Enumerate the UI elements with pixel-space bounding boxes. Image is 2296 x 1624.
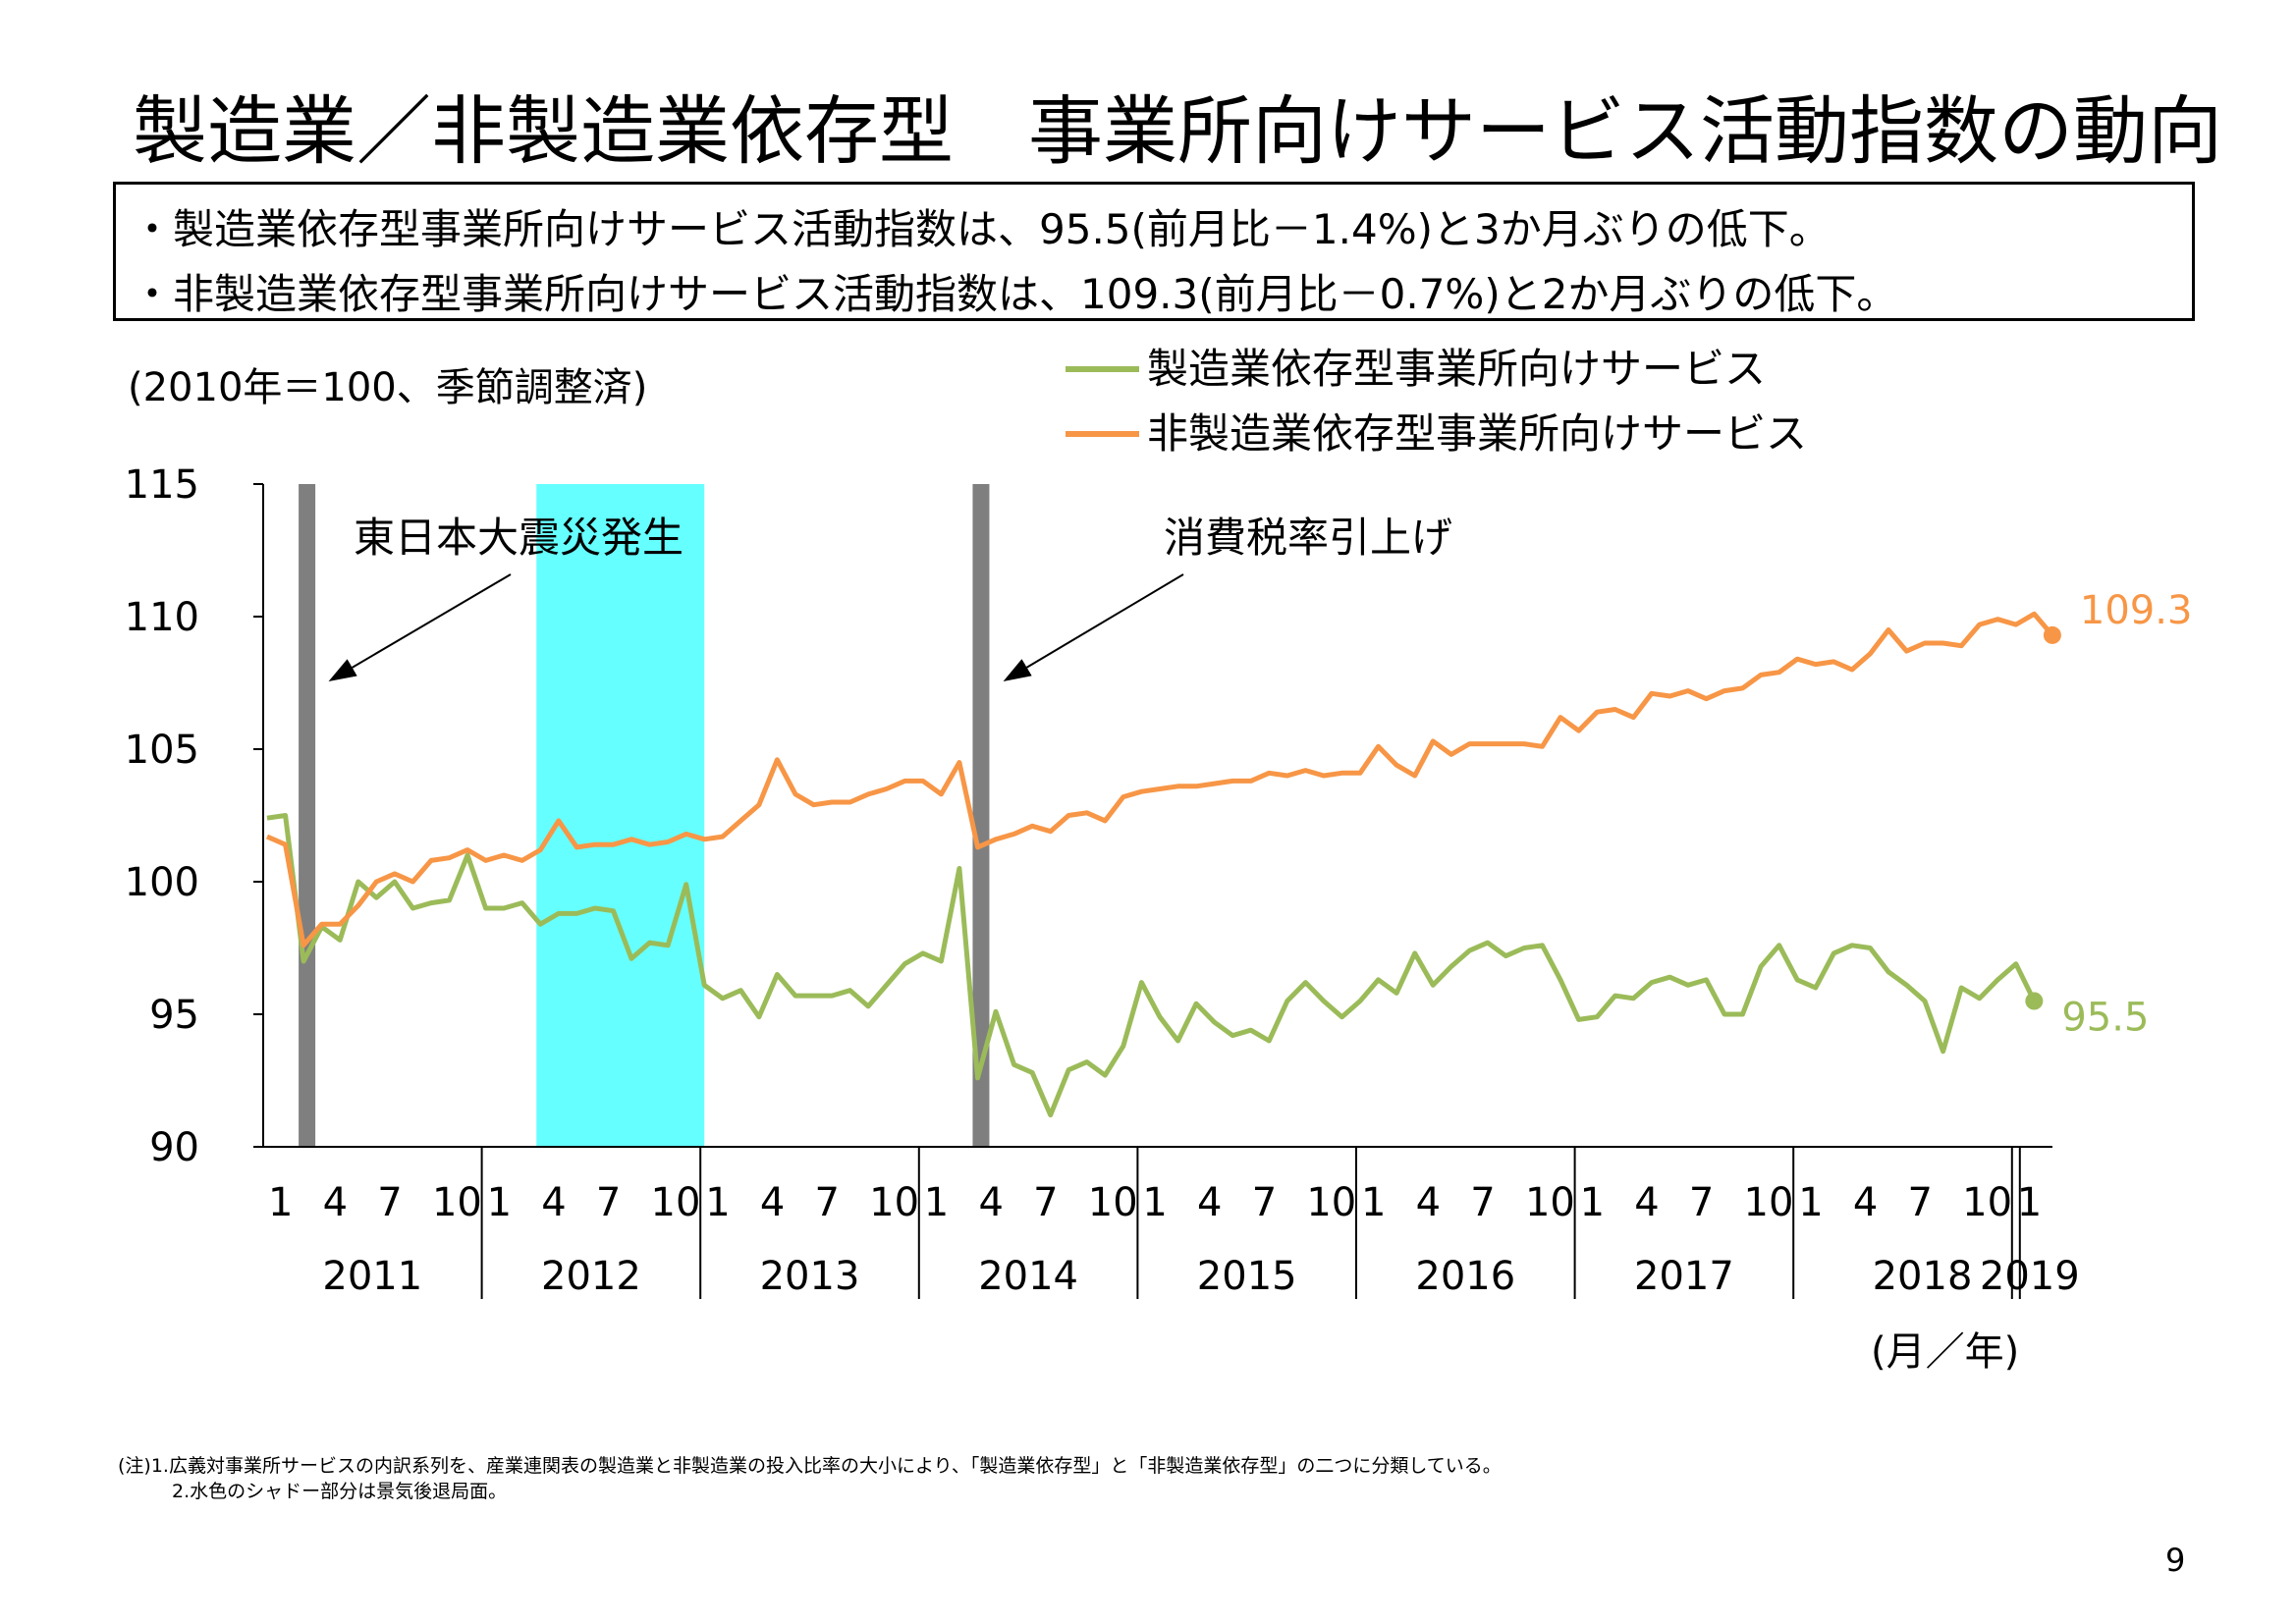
x-year-label: 2014 [978, 1254, 1078, 1299]
series-layer [266, 611, 2061, 1118]
x-month-label: 1 [1580, 1180, 1605, 1225]
x-unit-label: (月／年) [1871, 1329, 2019, 1375]
event-arrow-2 [1003, 573, 1184, 682]
y-tick-label: 115 [125, 462, 199, 508]
x-month-label: 10 [651, 1180, 701, 1225]
x-month-label: 1 [487, 1180, 512, 1225]
y-tick-label: 100 [125, 860, 199, 905]
x-month-label: 4 [1197, 1180, 1222, 1225]
series-line-1 [266, 813, 2037, 1118]
series-end-label-2: 109.3 [2080, 588, 2193, 633]
page-number: 9 [2165, 1542, 2186, 1579]
summary-line-manufacturing: ・製造業依存型事業所向けサービス活動指数は、95.5(前月比－1.4%)と3か月… [132, 205, 1831, 253]
series-end-label-1: 95.5 [2061, 996, 2149, 1041]
page-title: 製造業／非製造業依存型 事業所向けサービス活動指数の動向 [133, 87, 2222, 175]
x-year-label: 2012 [541, 1254, 641, 1299]
label-layer: 95.5 109.3 東日本大震災発生 消費税率引上げ (2010年＝100、季節調整済… [128, 345, 2192, 1375]
event-arrow-1 [328, 573, 512, 682]
x-month-label: 1 [705, 1180, 730, 1225]
x-month-label: 1 [268, 1180, 293, 1225]
series-end-marker-1 [2025, 992, 2044, 1010]
y-tick-label: 95 [149, 993, 199, 1038]
series-end-marker-2 [2043, 625, 2061, 644]
x-year-label: 2016 [1415, 1254, 1515, 1299]
y-tick-label: 110 [125, 595, 199, 640]
legend-label-1: 製造業依存型事業所向けサービス [1147, 345, 1766, 393]
x-month-label: 7 [377, 1180, 402, 1225]
x-year-label: 2019 [1980, 1254, 2080, 1299]
x-month-label: 7 [1252, 1180, 1277, 1225]
x-month-label: 10 [1306, 1180, 1356, 1225]
x-month-label: 10 [1525, 1180, 1575, 1225]
x-month-label: 1 [1142, 1180, 1167, 1225]
x-year-label: 2013 [760, 1254, 860, 1299]
x-month-label: 7 [1033, 1180, 1058, 1225]
x-month-label: 4 [541, 1180, 566, 1225]
x-month-label: 1 [924, 1180, 949, 1225]
x-month-label: 7 [596, 1180, 621, 1225]
x-month-label: 10 [1962, 1180, 2012, 1225]
x-month-label: 4 [978, 1180, 1003, 1225]
unit-note: (2010年＝100、季節調整済) [128, 365, 647, 410]
x-year-label: 2017 [1634, 1254, 1734, 1299]
x-month-label: 7 [1470, 1180, 1495, 1225]
x-month-label: 4 [323, 1180, 348, 1225]
footnote-1: (注)1.広義対事業所サービスの内訳系列を、産業連関表の製造業と非製造業の投入比… [118, 1455, 1502, 1477]
y-tick-label: 105 [125, 728, 199, 773]
x-month-label: 1 [1361, 1180, 1386, 1225]
footnote-2: 2.水色のシャドー部分は景気後退局面。 [172, 1481, 508, 1502]
event-label-1: 東日本大震災発生 [354, 514, 683, 562]
summary-line-non-manufacturing: ・非製造業依存型事業所向けサービス活動指数は、109.3(前月比－0.7%)と2… [132, 270, 1898, 318]
x-month-label: 1 [1798, 1180, 1823, 1225]
legend-label-2: 非製造業依存型事業所向けサービス [1147, 409, 1807, 458]
x-month-label: 1 [2017, 1180, 2042, 1225]
summary-box: ・製造業依存型事業所向けサービス活動指数は、95.5(前月比－1.4%)と3か月… [113, 182, 2195, 321]
event-label-2: 消費税率引上げ [1164, 514, 1452, 562]
recession-shading [536, 484, 705, 1147]
x-month-label: 4 [1634, 1180, 1659, 1225]
event-bar-1 [299, 484, 316, 1147]
x-month-label: 10 [432, 1180, 482, 1225]
x-month-label: 10 [869, 1180, 919, 1225]
series-line-2 [266, 611, 2054, 948]
x-month-label: 7 [1689, 1180, 1714, 1225]
x-month-label: 10 [1744, 1180, 1794, 1225]
x-year-label: 2011 [322, 1254, 422, 1299]
x-month-label: 4 [760, 1180, 785, 1225]
x-month-label: 10 [1088, 1180, 1138, 1225]
x-year-label: 2018 [1873, 1254, 1973, 1299]
x-month-label: 7 [1908, 1180, 1933, 1225]
shading-layer [299, 484, 990, 1147]
x-month-label: 4 [1853, 1180, 1878, 1225]
event-bar-2 [972, 484, 990, 1147]
y-tick-label: 90 [149, 1125, 199, 1170]
x-month-label: 7 [815, 1180, 840, 1225]
x-month-label: 4 [1416, 1180, 1441, 1225]
x-year-label: 2015 [1197, 1254, 1297, 1299]
